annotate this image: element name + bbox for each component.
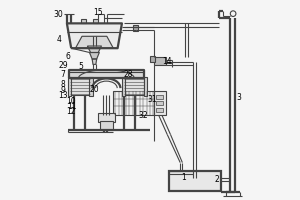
Text: 11: 11	[68, 102, 77, 111]
Polygon shape	[67, 23, 122, 48]
Bar	[124, 78, 143, 95]
Bar	[143, 77, 147, 96]
Polygon shape	[87, 46, 101, 53]
Text: 29: 29	[58, 61, 68, 70]
Text: 32: 32	[139, 111, 148, 120]
Polygon shape	[90, 53, 99, 59]
Text: 20: 20	[89, 85, 99, 94]
Text: 5: 5	[79, 62, 83, 71]
Text: 28: 28	[124, 70, 133, 79]
Bar	[93, 19, 98, 23]
Text: 4: 4	[56, 35, 61, 44]
Text: 13: 13	[58, 91, 68, 100]
Text: 7: 7	[60, 70, 65, 79]
Text: 31: 31	[147, 95, 157, 104]
Bar	[122, 77, 125, 96]
Bar	[113, 91, 154, 115]
Text: 14: 14	[163, 57, 172, 66]
Text: 2: 2	[214, 175, 219, 184]
Bar	[150, 56, 155, 62]
Text: 6: 6	[65, 52, 70, 61]
Text: 9: 9	[60, 86, 65, 95]
Text: 3: 3	[236, 93, 241, 102]
Text: 1: 1	[181, 173, 186, 182]
Bar	[157, 95, 163, 99]
Polygon shape	[76, 36, 113, 48]
Polygon shape	[69, 70, 143, 78]
Bar	[154, 91, 166, 115]
Text: 30: 30	[53, 10, 63, 19]
Bar	[154, 57, 166, 65]
Bar	[169, 171, 221, 191]
Bar	[68, 77, 71, 96]
Bar	[157, 108, 163, 112]
Bar	[89, 77, 93, 96]
Text: 8: 8	[60, 80, 65, 89]
Bar	[157, 101, 163, 105]
Text: 15: 15	[93, 8, 103, 17]
Bar	[81, 19, 86, 23]
Bar	[100, 121, 113, 130]
Bar	[70, 78, 90, 95]
Bar	[98, 113, 115, 122]
Bar	[133, 25, 138, 31]
Polygon shape	[92, 59, 97, 64]
Text: 10: 10	[66, 97, 76, 106]
Text: 12: 12	[67, 107, 76, 116]
